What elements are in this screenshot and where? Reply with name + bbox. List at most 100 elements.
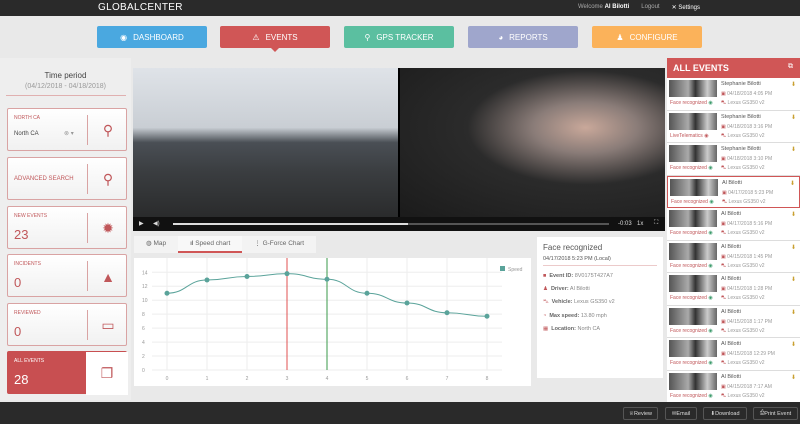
download-icon[interactable]: ⬇ [790,212,796,218]
progress-bar[interactable] [173,223,409,225]
event-driver: Al Bilotti [721,341,741,347]
event-list-item[interactable]: Stephanie Bilotti ▣ 04/18/2018 3:16 PM ⛍… [667,111,800,143]
download-icon[interactable]: ⬇ [790,244,796,251]
all-events-label: ALL EVENTS [14,358,45,364]
download-icon[interactable]: ⬇ [789,180,795,187]
event-list-item[interactable]: Stephanie Bilotti ▣ 04/18/2018 4:05 PM ⛍… [667,78,800,111]
reviewed-card[interactable]: REVIEWED 0 ▭ [7,303,127,346]
user-icon: ♟ [616,32,624,42]
road-camera-view [133,68,398,217]
event-list-item[interactable]: Al Bilotti ▣ 04/15/2018 1:17 PM ⛍ Lexus … [667,306,800,338]
clear-icon[interactable]: ⊗ ▾ [64,131,74,137]
event-driver: Stephanie Bilotti [721,146,761,152]
calendar-icon: ▣ [721,286,726,292]
region-filter[interactable]: NORTH CA North CA ⊗ ▾ ⚲ [7,108,127,151]
speed-point [164,290,170,296]
fullscreen-icon[interactable]: ⛶ [654,220,659,226]
vertical-dots-icon: ⋮ [254,240,261,247]
user-icon: ♟ [543,286,548,292]
event-list-item[interactable]: Al Bilotti ▣ 04/17/2018 5:16 PM ⛍ Lexus … [667,208,800,241]
top-bar: GLOBALCENTER Welcome Al Bilotti Logout ✕… [0,0,800,16]
event-tag: Face recognized ◉ [671,198,714,205]
event-list-item[interactable]: Al Bilotti ▣ 04/15/2018 1:45 PM ⛍ Lexus … [667,241,800,273]
calendar-icon: ▣ [721,383,726,390]
incidents-card[interactable]: INCIDENTS 0 ▲ [7,254,127,297]
y-tick-label: 2 [142,354,145,360]
print-event-button[interactable]: ⎙ Print Event [753,407,798,420]
advanced-search-button[interactable]: ADVANCED SEARCH ⚲ [7,157,127,200]
car-icon: ⛍ [721,230,727,236]
x-tick-label: 1 [206,376,209,382]
email-button[interactable]: ✉ Email [665,407,697,420]
y-tick-label: 4 [142,340,145,346]
pie-chart-icon: ◕ [498,32,504,42]
event-vehicle: ⛍ Lexus GS350 v2 [721,392,765,399]
event-thumbnail [669,242,717,260]
x-tick-label: 7 [446,376,449,382]
y-tick-label: 0 [142,368,145,374]
event-list-item[interactable]: Stephanie Bilotti ▣ 04/18/2018 3:10 PM ⛍… [667,143,800,176]
event-date: ▣ 04/15/2018 1:17 PM [721,318,773,325]
volume-icon[interactable]: ◀) [153,221,160,227]
event-details: Face recognized 04/17/2018 5:23 PM (Loca… [537,237,663,378]
all-events-card[interactable]: ALL EVENTS 28 ❐ [7,351,128,395]
event-list-item[interactable]: Al Bilotti ▣ 04/15/2018 1:28 PM ⛍ Lexus … [667,273,800,306]
download-button[interactable]: ⬇ Download [703,407,747,420]
nav-gps-tracker[interactable]: ⚲ GPS TRACKER [344,26,454,48]
event-datetime: 04/17/2018 5:23 PM (Local) [543,256,657,266]
nav-dashboard[interactable]: ◉ DASHBOARD [97,26,207,48]
event-thumbnail [669,307,717,325]
event-driver: Al Bilotti [721,243,741,250]
tab-speed-chart[interactable]: ıl Speed chart [178,236,243,253]
event-date: ▣ 04/15/2018 12:29 PM [721,351,775,357]
speed-point [444,310,450,316]
download-icon[interactable]: ⬇ [790,342,796,348]
speed-point [404,300,410,306]
x-tick-label: 3 [286,376,289,382]
playback-speed[interactable]: 1x [637,221,644,227]
copy-icon[interactable]: ⧉ [788,63,793,70]
video-player[interactable]: ▶ ◀) -0:03 1x ⛶ [133,68,665,231]
car-icon: ⛍ [721,100,727,106]
nav-configure[interactable]: ♟ CONFIGURE [592,26,702,48]
settings-link[interactable]: ✕ Settings [671,5,700,11]
review-button[interactable]: ♕ Review [623,407,658,420]
tab-map[interactable]: ◍ Map [134,236,179,253]
new-events-label: NEW EVENTS [14,213,48,219]
event-list-item[interactable]: Al Bilotti ▣ 04/15/2018 7:17 AM ⛍ Lexus … [667,371,800,403]
eye-icon: ◉ [708,295,713,301]
tab-gforce-chart[interactable]: ⋮ G-Force Chart [242,236,317,253]
nav-events[interactable]: ⚠ EVENTS [220,26,330,52]
warning-icon: ⚠ [252,32,260,42]
download-icon[interactable]: ⬇ [790,147,796,153]
event-driver: Al Bilotti [721,276,741,282]
new-events-card[interactable]: NEW EVENTS 23 ✹ [7,206,127,249]
y-tick-label: 10 [142,298,148,304]
event-title: Face recognized [543,243,603,252]
event-vehicle: ⛍ Lexus GS350 v2 [721,360,765,366]
event-tag: Face recognized ◉ [670,230,713,236]
folder-icon: ■ [543,273,547,279]
event-thumbnail [669,80,717,97]
map-icon: ▦ [543,326,549,332]
nav-reports[interactable]: ◕ REPORTS [468,26,578,48]
eye-icon: ◉ [708,327,713,334]
location-pin-icon[interactable]: ⚲ [102,122,114,138]
event-list-item[interactable]: Al Bilotti ▣ 04/17/2018 5:23 PM ⛍ Lexus … [667,175,800,208]
download-icon[interactable]: ⬇ [790,114,796,121]
play-icon[interactable]: ▶ [139,221,144,227]
event-thumbnail [669,112,717,130]
car-icon: ⛍ [721,392,727,399]
event-thumbnail [669,275,717,292]
time-period-range[interactable]: (04/12/2018 - 04/18/2018) [25,83,106,90]
download-icon[interactable]: ⬇ [790,309,796,316]
eye-icon: ◉ [708,360,713,366]
region-select[interactable]: North CA [14,131,39,137]
event-list-item[interactable]: Al Bilotti ▣ 04/15/2018 12:29 PM ⛍ Lexus… [667,338,800,371]
print-icon: ⎙ [759,410,765,416]
logout-link[interactable]: Logout [641,4,660,10]
download-icon[interactable]: ⬇ [790,374,796,381]
download-icon[interactable]: ⬇ [790,82,796,88]
download-icon[interactable]: ⬇ [790,277,796,283]
eye-icon: ◉ [708,165,713,171]
